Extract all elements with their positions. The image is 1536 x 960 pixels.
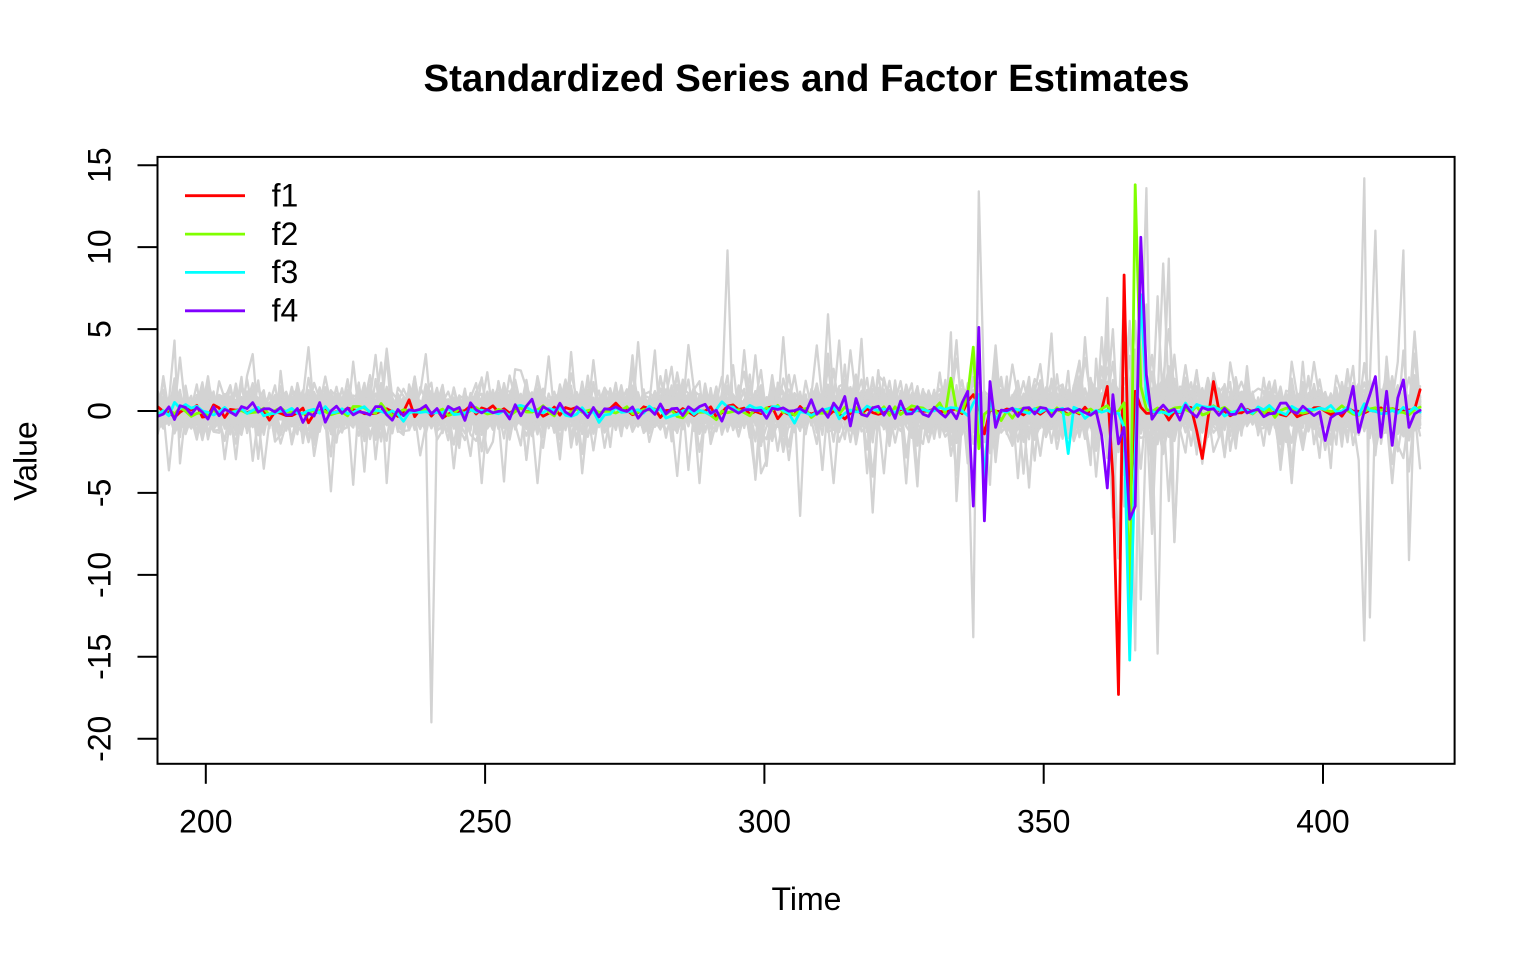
svg-text:250: 250 bbox=[458, 804, 511, 840]
svg-text:Value: Value bbox=[8, 421, 44, 500]
svg-text:f1: f1 bbox=[272, 178, 299, 214]
svg-text:200: 200 bbox=[179, 804, 232, 840]
svg-text:400: 400 bbox=[1296, 804, 1349, 840]
svg-text:15: 15 bbox=[82, 147, 118, 183]
svg-text:350: 350 bbox=[1017, 804, 1070, 840]
svg-text:0: 0 bbox=[82, 402, 118, 420]
svg-text:f4: f4 bbox=[272, 293, 299, 329]
svg-text:Time: Time bbox=[772, 881, 842, 917]
svg-text:Standardized Series and Factor: Standardized Series and Factor Estimates bbox=[424, 57, 1190, 100]
svg-text:10: 10 bbox=[82, 229, 118, 265]
svg-text:f3: f3 bbox=[272, 254, 299, 290]
svg-text:-15: -15 bbox=[82, 634, 118, 680]
svg-text:-20: -20 bbox=[82, 716, 118, 762]
svg-text:-10: -10 bbox=[82, 552, 118, 598]
svg-text:f2: f2 bbox=[272, 216, 299, 252]
svg-text:300: 300 bbox=[738, 804, 791, 840]
svg-text:5: 5 bbox=[82, 320, 118, 338]
svg-text:-5: -5 bbox=[82, 479, 118, 507]
